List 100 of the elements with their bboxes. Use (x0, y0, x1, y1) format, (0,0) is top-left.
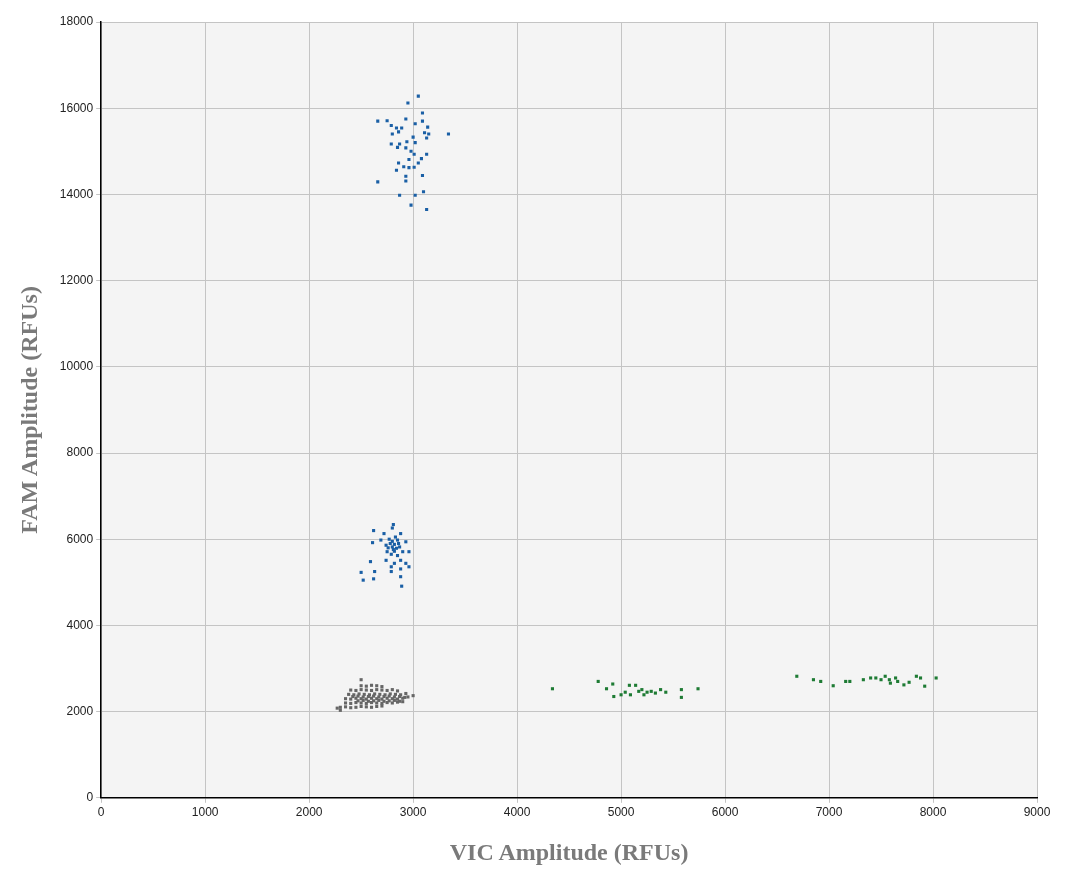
point (395, 538, 400, 542)
point (883, 674, 887, 678)
y-tick-label: 16000 (59, 100, 94, 115)
point (426, 125, 430, 129)
point (389, 565, 393, 569)
x-tick-label: 2000 (295, 805, 323, 820)
point (645, 690, 649, 694)
point (398, 545, 402, 549)
point (423, 131, 427, 135)
x-axis-title: VIC Amplitude (RFUs) (449, 838, 689, 865)
point (405, 140, 409, 144)
point (795, 674, 799, 678)
point (604, 687, 609, 691)
point (399, 575, 403, 579)
point (372, 577, 376, 581)
point (696, 687, 700, 691)
x-tick-label: 9000 (1023, 805, 1051, 820)
point (918, 676, 923, 680)
point (389, 123, 393, 127)
point (628, 693, 632, 697)
point (425, 207, 429, 212)
point (391, 522, 395, 527)
point (400, 126, 404, 130)
point (425, 136, 429, 140)
point (359, 570, 363, 574)
point (361, 578, 365, 582)
point (679, 695, 683, 699)
point (393, 535, 397, 539)
point (399, 532, 403, 536)
point (634, 683, 638, 687)
point (401, 550, 405, 554)
point (879, 678, 883, 682)
x-tick-label: 1000 (191, 805, 219, 820)
point (848, 679, 852, 683)
point (416, 161, 420, 165)
point (409, 149, 413, 153)
point (623, 690, 627, 694)
point (384, 558, 388, 562)
x-tick-label: 8000 (919, 805, 947, 820)
point (390, 132, 394, 136)
point (664, 690, 668, 694)
point (394, 126, 399, 130)
point (409, 203, 413, 207)
point (902, 683, 906, 687)
point (382, 532, 386, 536)
point (420, 119, 425, 123)
point (392, 561, 396, 565)
y-tick-label: 18000 (59, 14, 94, 29)
point (642, 693, 646, 697)
x-tick-label: 4000 (503, 805, 531, 820)
point (397, 161, 401, 165)
point (404, 561, 408, 565)
point (420, 111, 425, 115)
point (399, 567, 403, 571)
y-tick-label: 8000 (66, 445, 94, 460)
x-tick-label: 7000 (815, 805, 843, 820)
y-tick-label: 0 (86, 790, 94, 805)
point (395, 554, 400, 558)
point (679, 688, 683, 692)
y-tick-label: 12000 (59, 272, 94, 287)
point (413, 141, 417, 145)
x-tick-label: 3000 (399, 805, 427, 820)
point (412, 165, 416, 169)
point (420, 173, 425, 177)
point (371, 541, 375, 545)
point (653, 691, 657, 695)
point (637, 689, 641, 693)
point (407, 166, 411, 170)
y-axis-title: FAM Amplitude (RFUs) (15, 286, 42, 534)
y-tick-label: 6000 (66, 531, 94, 546)
point (425, 152, 429, 156)
point (406, 101, 410, 105)
point (407, 157, 411, 162)
point (446, 132, 451, 136)
point (404, 540, 408, 544)
point (390, 545, 394, 549)
point (907, 680, 911, 684)
point (427, 132, 431, 136)
point (412, 152, 416, 156)
y-tick-label: 10000 (59, 359, 94, 374)
y-tick-label: 14000 (59, 186, 94, 201)
point (399, 558, 403, 562)
point (404, 146, 408, 150)
point (385, 550, 389, 554)
point (874, 676, 878, 680)
point (419, 157, 423, 161)
point (659, 688, 663, 692)
point (372, 529, 376, 533)
point (887, 678, 891, 682)
point (394, 168, 399, 172)
point (398, 193, 402, 197)
point (397, 541, 401, 546)
point (612, 694, 616, 699)
point (413, 193, 417, 197)
point (421, 190, 426, 194)
x-tick-label: 6000 (711, 805, 739, 820)
point (376, 180, 380, 184)
point (390, 526, 394, 530)
point (389, 142, 393, 146)
point (811, 678, 815, 682)
